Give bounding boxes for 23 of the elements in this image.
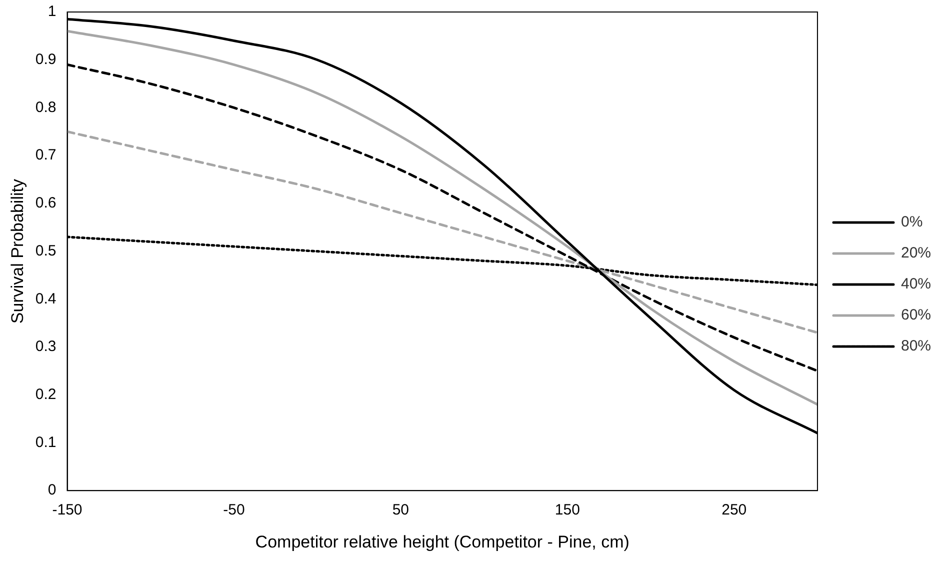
- legend-label: 60%: [900, 306, 932, 324]
- x-tick-label: 250: [722, 502, 747, 519]
- x-tick-label: -50: [223, 502, 245, 519]
- y-tick-label: 0.9: [35, 51, 56, 68]
- x-tick-label: -150: [52, 502, 82, 519]
- x-axis-title: Competitor relative height (Competitor - Pine, cm): [255, 532, 630, 552]
- y-tick-label: 1: [48, 3, 56, 20]
- y-tick-label: 0.1: [35, 434, 56, 451]
- y-tick-label: 0.7: [35, 146, 56, 164]
- legend-label: 80%: [900, 338, 932, 355]
- y-tick-label: 0.5: [35, 242, 56, 260]
- y-tick-label: 0.8: [35, 98, 56, 116]
- legend-label: 20%: [900, 244, 932, 262]
- y-tick-label: 0.2: [35, 386, 56, 404]
- y-tick-label: 0.4: [35, 290, 56, 308]
- legend-label: 40%: [900, 276, 932, 293]
- y-tick-label: 0.3: [35, 338, 56, 356]
- y-tick-label: 0: [48, 482, 56, 499]
- x-tick-label: 150: [554, 502, 580, 519]
- legend-label: 0%: [900, 214, 923, 231]
- y-axis-title: Survival Probability: [8, 178, 27, 324]
- y-tick-label: 0.6: [35, 194, 56, 212]
- x-tick-label: 50: [392, 502, 410, 519]
